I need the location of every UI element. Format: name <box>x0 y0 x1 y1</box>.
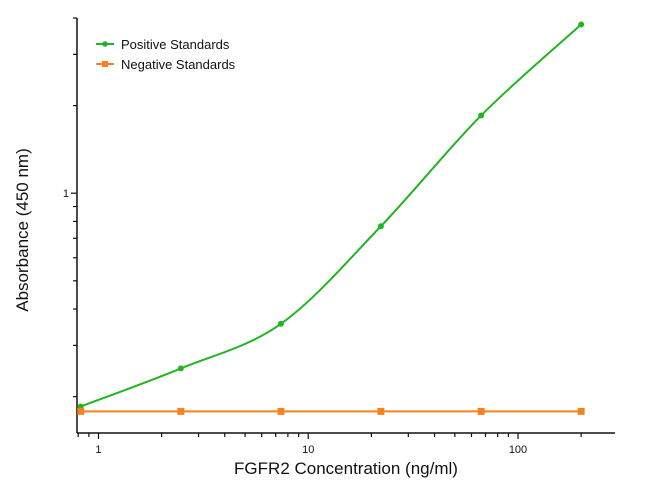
data-point-circle <box>177 365 184 372</box>
legend-marker-square <box>102 61 108 67</box>
y-tick-label: 1 <box>63 188 69 200</box>
data-point-square <box>577 407 585 415</box>
x-tick-label: 10 <box>302 444 314 456</box>
legend-marker-circle <box>102 41 108 47</box>
legend-label: Negative Standards <box>121 57 236 72</box>
legend: Positive Standards Negative Standards <box>96 37 236 72</box>
x-tick-label: 1 <box>95 444 101 456</box>
data-point-circle <box>277 320 284 327</box>
data-point-square <box>377 407 385 415</box>
data-point-square <box>77 407 85 415</box>
data-point-square <box>477 407 485 415</box>
data-point-square <box>277 407 285 415</box>
data-point-circle <box>377 223 384 230</box>
x-axis-label: FGFR2 Concentration (ng/ml) <box>234 459 458 478</box>
x-tick-label: 100 <box>509 444 527 456</box>
legend-label: Positive Standards <box>121 37 230 52</box>
series-line-1 <box>80 23 582 408</box>
axes: 1 10 100 1 <box>63 17 615 456</box>
data-point-circle <box>578 21 585 28</box>
data-point-circle <box>478 112 485 119</box>
data-point-square <box>177 407 185 415</box>
y-axis-label: Absorbance (450 nm) <box>13 148 32 311</box>
plot-area <box>77 21 585 415</box>
